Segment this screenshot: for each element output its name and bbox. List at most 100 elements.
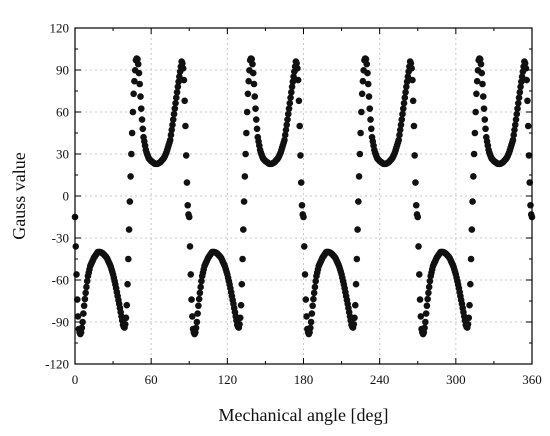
data-point	[358, 90, 366, 98]
data-point	[297, 152, 304, 159]
data-point	[424, 295, 431, 303]
data-point	[359, 77, 367, 85]
data-point	[281, 136, 288, 144]
data-point	[308, 310, 316, 317]
data-point	[398, 116, 406, 123]
data-point	[523, 76, 530, 84]
data-point	[122, 314, 130, 322]
data-point	[175, 78, 182, 86]
data-point	[81, 295, 89, 303]
data-point	[253, 125, 261, 133]
data-point	[249, 60, 256, 68]
data-point	[252, 105, 259, 112]
data-point	[288, 88, 295, 96]
data-point	[467, 255, 475, 263]
x-axis-title: Mechanical angle [deg]	[219, 405, 389, 425]
data-point	[180, 76, 188, 84]
data-point	[402, 88, 409, 96]
data-point	[195, 302, 202, 310]
data-point	[187, 271, 195, 278]
y-tick-label: 60	[56, 105, 69, 120]
data-point	[80, 310, 87, 317]
y-tick-label: -120	[45, 357, 69, 372]
data-point	[426, 277, 434, 285]
data-point	[473, 77, 481, 85]
data-point	[288, 83, 296, 91]
data-point	[524, 97, 531, 105]
data-point	[466, 301, 473, 309]
data-point	[477, 60, 485, 68]
y-tick-label: -60	[52, 273, 69, 288]
tick-labels: 0 60 120 180 240 300 360 -120 -90 -60 -30 0 30 60 90 12…	[45, 21, 542, 388]
data-point	[303, 313, 310, 320]
data-point	[362, 55, 370, 63]
data-point	[351, 314, 358, 322]
data-point	[296, 122, 303, 130]
data-point	[363, 60, 371, 68]
data-point	[196, 289, 204, 297]
data-point	[297, 179, 305, 186]
data-point	[410, 122, 418, 130]
data-point	[367, 125, 375, 133]
data-point	[131, 77, 138, 85]
data-point	[366, 105, 374, 112]
data-point	[425, 283, 433, 291]
data-point	[516, 88, 524, 96]
data-point	[125, 255, 132, 263]
data-point	[352, 280, 360, 288]
data-point	[237, 301, 245, 309]
data-point	[409, 97, 417, 105]
data-point	[179, 59, 186, 67]
data-point	[403, 83, 410, 91]
data-point	[137, 105, 145, 112]
data-point	[364, 80, 372, 88]
data-point	[309, 302, 316, 310]
data-point	[404, 73, 412, 81]
data-point	[412, 179, 419, 186]
data-point	[240, 198, 248, 205]
data-point	[182, 152, 190, 159]
data-point	[72, 243, 80, 250]
data-point	[195, 295, 203, 303]
data-point	[128, 150, 135, 158]
data-point	[480, 105, 488, 112]
data-point	[127, 173, 134, 180]
data-point	[411, 152, 419, 159]
data-point	[252, 116, 260, 123]
data-point	[469, 198, 476, 205]
y-tick-label: 90	[56, 63, 69, 78]
data-point	[173, 94, 180, 102]
data-point	[238, 280, 246, 288]
x-tick-label: 240	[370, 372, 390, 387]
data-point	[192, 324, 200, 332]
y-tick-label: -90	[52, 315, 69, 330]
data-point	[301, 271, 309, 278]
data-point	[422, 310, 430, 317]
data-point	[514, 99, 522, 107]
data-point	[421, 324, 428, 332]
data-point	[510, 131, 518, 139]
data-point	[476, 55, 484, 63]
x-tick-label: 60	[145, 372, 158, 387]
data-point	[354, 226, 361, 233]
data-point	[250, 80, 258, 88]
data-point	[312, 277, 319, 285]
data-point	[290, 73, 297, 81]
data-point	[130, 90, 137, 98]
data-point	[244, 90, 252, 98]
data-point	[248, 55, 256, 63]
y-axis-title: Gauss value	[9, 152, 29, 239]
data-point	[300, 213, 307, 221]
data-point	[479, 93, 487, 100]
data-point	[124, 280, 131, 288]
data-point	[522, 65, 530, 72]
data-point	[285, 105, 293, 112]
data-point	[408, 65, 415, 72]
data-point	[236, 314, 244, 322]
data-point	[473, 90, 480, 98]
data-point	[311, 283, 319, 291]
data-point	[397, 121, 405, 129]
data-points	[71, 55, 536, 338]
data-point	[357, 129, 364, 137]
